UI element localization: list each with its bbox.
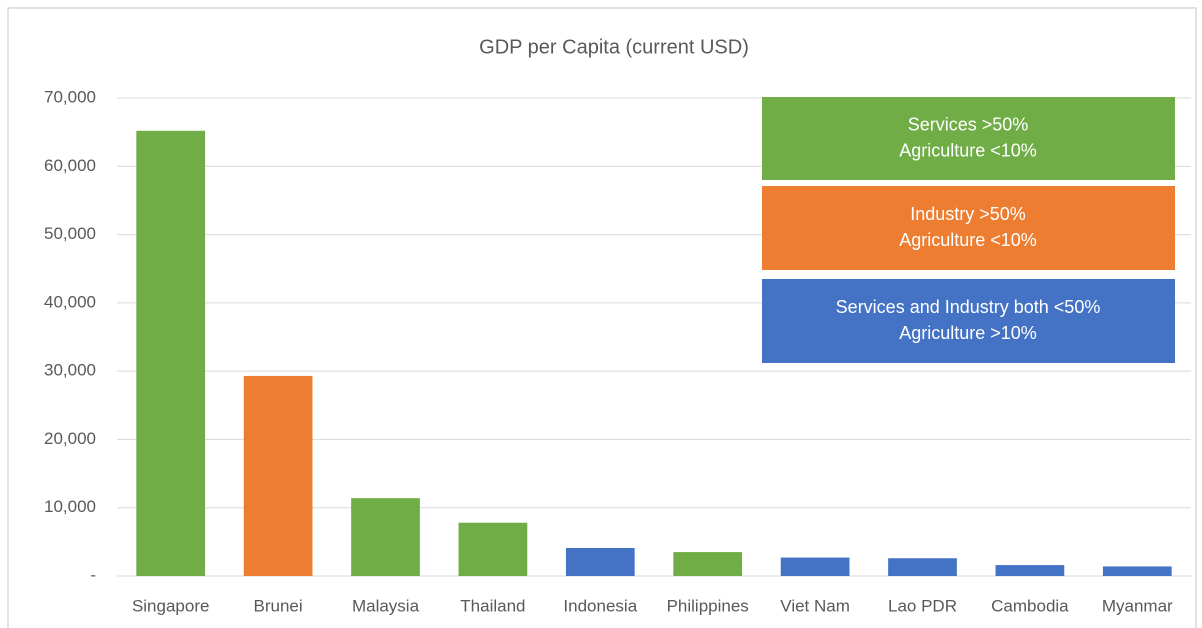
bar	[673, 552, 743, 576]
y-tick-label: 10,000	[44, 497, 96, 516]
x-tick-label: Philippines	[667, 596, 749, 615]
legend-text: Industry >50%	[910, 204, 1026, 224]
x-tick-label: Viet Nam	[780, 596, 850, 615]
legend-box	[762, 97, 1175, 180]
bar	[1102, 566, 1172, 576]
y-tick-label: -	[90, 565, 96, 584]
bar	[888, 558, 957, 576]
x-tick-label: Singapore	[132, 596, 210, 615]
legend-box	[762, 186, 1175, 270]
legend-text: Services and Industry both <50%	[836, 297, 1101, 317]
legend-text: Services >50%	[908, 114, 1029, 134]
y-tick-label: 70,000	[44, 87, 96, 106]
bar	[458, 522, 528, 576]
y-tick-label: 40,000	[44, 292, 96, 311]
x-tick-label: Brunei	[254, 596, 303, 615]
bar	[136, 130, 206, 576]
legend-box	[762, 279, 1175, 363]
x-tick-label: Indonesia	[563, 596, 637, 615]
legend-text: Agriculture <10%	[899, 230, 1037, 250]
bar	[351, 498, 420, 576]
x-tick-label: Cambodia	[991, 596, 1069, 615]
y-tick-label: 60,000	[44, 156, 96, 175]
x-tick-label: Malaysia	[352, 596, 420, 615]
y-tick-label: 50,000	[44, 224, 96, 243]
legend-text: Agriculture <10%	[899, 140, 1037, 160]
bar	[780, 557, 850, 576]
x-tick-label: Thailand	[460, 596, 525, 615]
bar	[565, 548, 635, 576]
bar	[243, 375, 313, 576]
bar	[995, 565, 1065, 576]
y-tick-label: 20,000	[44, 429, 96, 448]
y-tick-label: 30,000	[44, 361, 96, 380]
legend-text: Agriculture >10%	[899, 323, 1037, 343]
x-tick-label: Myanmar	[1102, 596, 1173, 615]
chart-title: GDP per Capita (current USD)	[479, 36, 749, 58]
x-tick-label: Lao PDR	[888, 596, 957, 615]
